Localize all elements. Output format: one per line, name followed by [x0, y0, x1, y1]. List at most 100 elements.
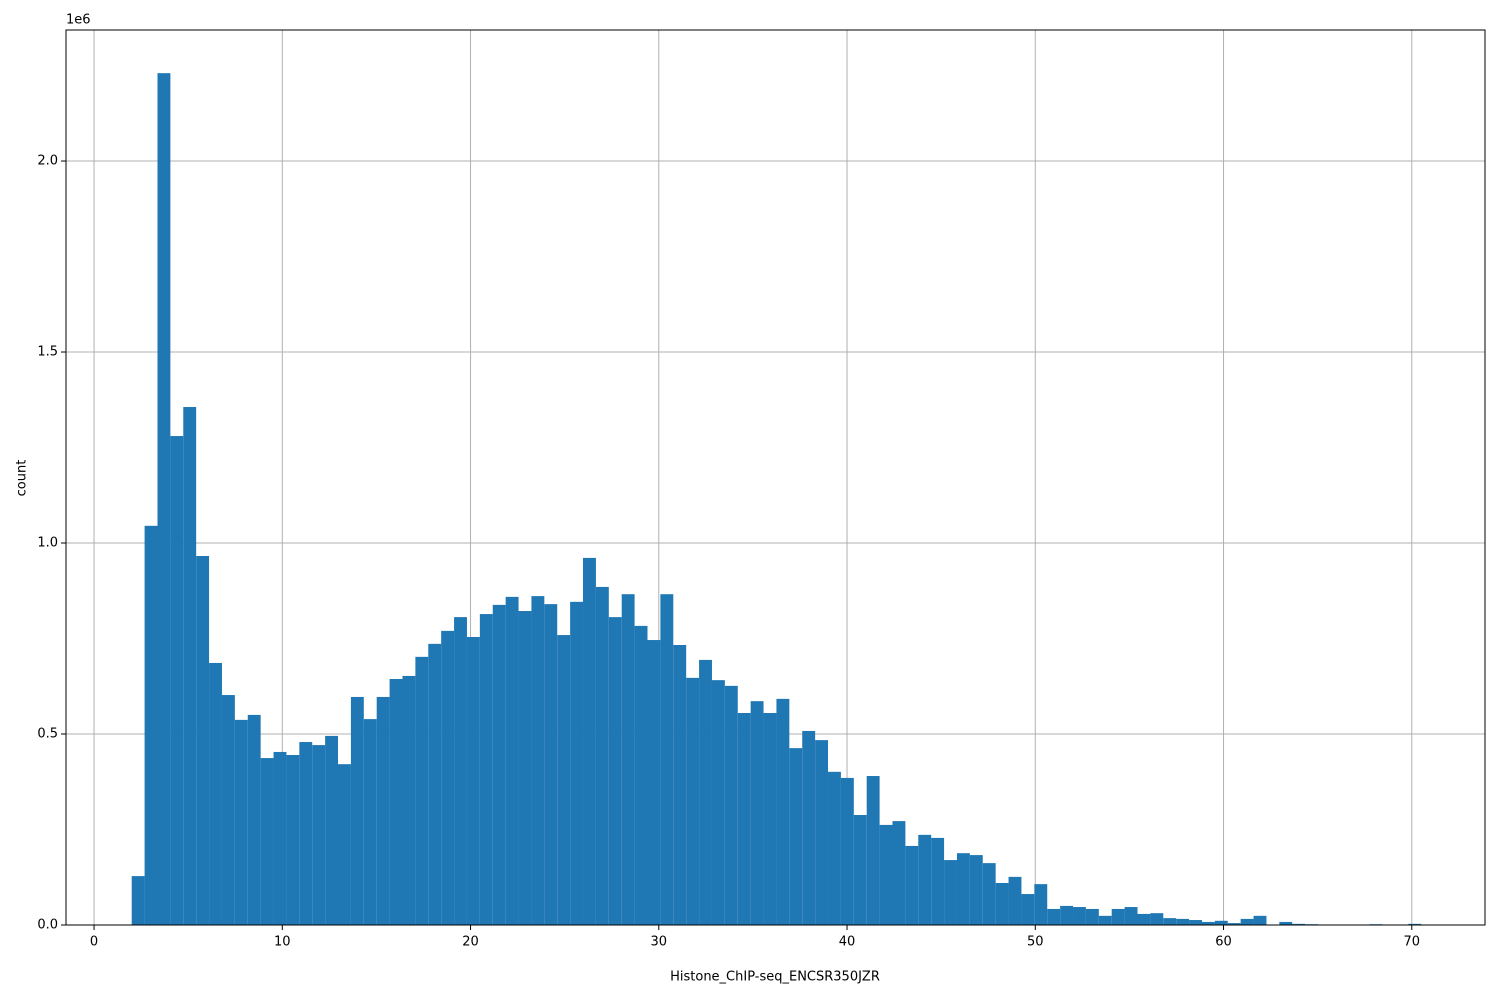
- bar: [235, 720, 248, 925]
- bar: [1163, 918, 1176, 925]
- bar: [1034, 884, 1047, 925]
- bar: [789, 748, 802, 925]
- x-tick-label: 0: [90, 935, 98, 950]
- x-tick-label: 70: [1403, 935, 1420, 950]
- y-tick-label: 0.0: [37, 918, 58, 933]
- bar: [673, 645, 686, 925]
- bar: [209, 663, 222, 925]
- x-tick-label: 50: [1027, 935, 1044, 950]
- bar: [738, 713, 751, 925]
- bar: [944, 860, 957, 925]
- bar: [351, 697, 364, 925]
- x-tick-label: 20: [462, 935, 479, 950]
- bar: [402, 676, 415, 925]
- bar: [1215, 921, 1228, 925]
- y-axis-label: count: [15, 460, 30, 497]
- bar: [1047, 909, 1060, 925]
- bar: [802, 731, 815, 925]
- y-tick-label: 2.0: [37, 154, 58, 169]
- x-axis-label: Histone_ChIP-seq_ENCSR350JZR: [670, 970, 880, 985]
- bar: [828, 772, 841, 925]
- bar: [390, 679, 403, 925]
- bar: [519, 611, 532, 925]
- bar: [132, 876, 145, 925]
- bar: [454, 617, 467, 925]
- y-tick-label: 1.5: [37, 345, 58, 360]
- bar: [892, 821, 905, 925]
- bar: [467, 637, 480, 925]
- bar: [764, 713, 777, 925]
- bar: [325, 736, 338, 925]
- bar: [996, 883, 1009, 925]
- bar: [686, 678, 699, 925]
- bar: [622, 594, 635, 925]
- y-tick-label: 1.0: [37, 536, 58, 551]
- x-tick-label: 30: [651, 935, 668, 950]
- bar: [415, 657, 428, 925]
- bar: [274, 752, 287, 925]
- bar: [1150, 913, 1163, 925]
- bar: [596, 587, 609, 925]
- bar: [286, 755, 299, 925]
- bar: [1254, 916, 1267, 925]
- bar: [1125, 907, 1138, 925]
- x-tick-label: 60: [1215, 935, 1232, 950]
- bar: [1021, 894, 1034, 925]
- y-offset-label: 1e6: [66, 13, 91, 28]
- bar: [1086, 909, 1099, 925]
- bar: [1099, 916, 1112, 925]
- bar: [1241, 919, 1254, 925]
- bar: [1112, 909, 1125, 925]
- bar: [222, 695, 235, 925]
- bar: [183, 407, 196, 925]
- bar: [299, 742, 312, 925]
- bar: [145, 526, 158, 925]
- bar: [506, 597, 519, 925]
- bar: [712, 680, 725, 925]
- bar: [905, 846, 918, 925]
- bar: [248, 715, 261, 925]
- bar: [751, 701, 764, 925]
- bar: [544, 604, 557, 925]
- bar: [931, 838, 944, 925]
- bar: [957, 853, 970, 925]
- bar: [1073, 907, 1086, 925]
- bar: [196, 556, 209, 925]
- x-tick-label: 10: [274, 935, 291, 950]
- bar: [880, 825, 893, 925]
- bar: [725, 686, 738, 925]
- bar: [170, 436, 183, 925]
- bar: [157, 73, 170, 925]
- bar: [583, 558, 596, 925]
- bar: [377, 697, 390, 925]
- bar: [699, 660, 712, 925]
- bar: [841, 778, 854, 925]
- bar: [261, 758, 274, 925]
- bar: [428, 644, 441, 925]
- bar: [1137, 914, 1150, 925]
- bar: [338, 764, 351, 925]
- bar: [531, 596, 544, 925]
- bar: [480, 614, 493, 925]
- bar: [441, 631, 454, 925]
- bar: [364, 719, 377, 925]
- bar: [983, 863, 996, 925]
- bar: [1060, 906, 1073, 925]
- bar: [647, 640, 660, 925]
- bar: [867, 776, 880, 925]
- bar: [918, 835, 931, 925]
- bar: [557, 635, 570, 925]
- bar: [1176, 919, 1189, 925]
- bar: [776, 699, 789, 925]
- bar: [854, 815, 867, 925]
- bar: [609, 617, 622, 925]
- bar: [815, 740, 828, 925]
- x-tick-label: 40: [839, 935, 856, 950]
- bar: [970, 855, 983, 925]
- y-tick-label: 0.5: [37, 727, 58, 742]
- bar: [635, 626, 648, 925]
- bar: [312, 745, 325, 925]
- bar: [493, 605, 506, 925]
